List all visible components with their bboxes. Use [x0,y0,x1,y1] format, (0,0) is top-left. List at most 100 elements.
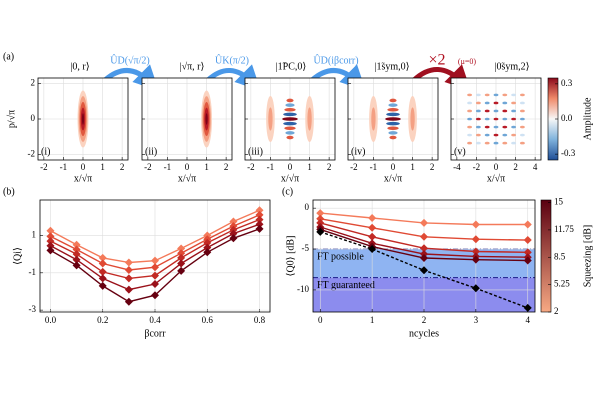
subpanel-border [141,77,233,161]
x-tick-label: -2 [144,162,152,172]
wigner-peak [484,109,490,113]
data-point [151,256,159,265]
panel-label: (c) [282,186,293,197]
wigner-peak [475,93,481,97]
wigner-peak [467,93,472,97]
x-tick-label: 1 [307,162,312,172]
wigner-peak [493,117,499,121]
x-tick-label: -1 [60,162,68,172]
data-point [471,255,480,264]
wigner-peak [493,101,499,105]
x-tick-label: 1 [204,162,209,172]
wigner-peak [484,125,490,129]
data-point [72,245,81,254]
wigner-peak [493,141,499,145]
wigner-fringe [388,103,398,107]
wigner-peak [493,93,499,97]
data-point [98,267,107,276]
data-point [203,238,212,247]
data-point [523,236,532,245]
data-point [203,248,212,257]
colorbar-tick-label: 11.75 [554,224,574,234]
data-point [368,245,377,254]
data-point [72,240,81,249]
wigner-fringe [284,107,296,112]
subpanel-label: (v) [454,146,466,157]
x-tick-label: -1 [267,162,275,172]
wigner-peak [484,141,490,145]
x-tick-label: -1 [370,162,378,172]
x-tick-label: 0 [185,162,190,172]
operation-label: ÛD(iβcorr) [313,54,358,66]
subpanel-border [347,77,439,161]
wigner-fringe [389,135,397,140]
data-point [124,285,133,294]
subpanel-label: (iv) [351,146,365,157]
colorbar-tick-label: 8.5 [554,251,566,261]
data-point [229,217,238,226]
wigner-fringe [386,112,400,117]
wigner-peak [475,117,481,121]
x-tick-label: 0 [494,162,499,172]
colorbar-tick-label: -0.3 [561,148,576,158]
y-axis-label: ⟨Q0⟩ [dB] [285,236,296,277]
wigner-peak [502,125,508,129]
wigner-peak [484,133,490,137]
wigner-peak [511,133,517,137]
wigner-fringe [387,126,399,131]
wigner-peak [502,141,508,145]
y-tick-label: 0 [305,202,310,212]
state-label: |0, r⟩ [70,61,89,72]
subpanel-label: (i) [41,146,50,157]
data-point [98,274,107,283]
wigner-peak [511,117,517,121]
y-tick-label: 0 [31,113,36,123]
data-point [523,303,532,312]
state-label: |1̃sym,0⟩ [374,61,409,72]
wigner-peak [484,101,490,105]
data-point [420,244,428,253]
x-tick-label: 2 [120,162,125,172]
wigner-contour [371,107,376,131]
wigner-peak [511,93,517,97]
x-tick-label: 4 [533,162,538,172]
data-point [255,206,264,215]
wigner-peak [511,141,517,145]
x-tick-label: 0 [81,162,86,172]
wigner-contour [410,107,415,131]
wigner-peak [511,101,517,105]
wigner-fringe [389,98,397,103]
x-tick-label: -2 [350,162,358,172]
plot-border [312,199,536,313]
state-label: |0̃sym,2⟩ [494,61,529,72]
data-point [98,259,107,268]
wigner-peak [520,141,525,145]
wigner-peak [484,117,490,121]
wigner-fringe [283,112,297,117]
wigner-peak [475,125,481,129]
x-tick-label: 2 [224,162,229,172]
x-tick-label: 2 [422,315,427,325]
region-label: FT possible [317,251,364,262]
data-point [316,218,325,227]
data-point [124,266,133,274]
data-point [151,263,159,272]
data-point [420,249,428,258]
data-point [203,243,212,252]
data-point [72,250,81,259]
wigner-peak [520,117,525,121]
data-point [46,226,55,235]
y-tick-label: -1 [29,267,37,277]
wigner-peak [484,93,490,97]
wigner-peak [467,133,472,137]
data-point [471,247,480,256]
y-tick-label: -5 [302,243,310,253]
data-point [72,255,81,264]
data-point [523,220,532,229]
x-axis-label: x/√π [384,173,402,184]
data-point [151,291,159,300]
data-point [177,266,186,275]
colorbar-label: Amplitude [582,97,593,140]
data-point [46,237,55,246]
